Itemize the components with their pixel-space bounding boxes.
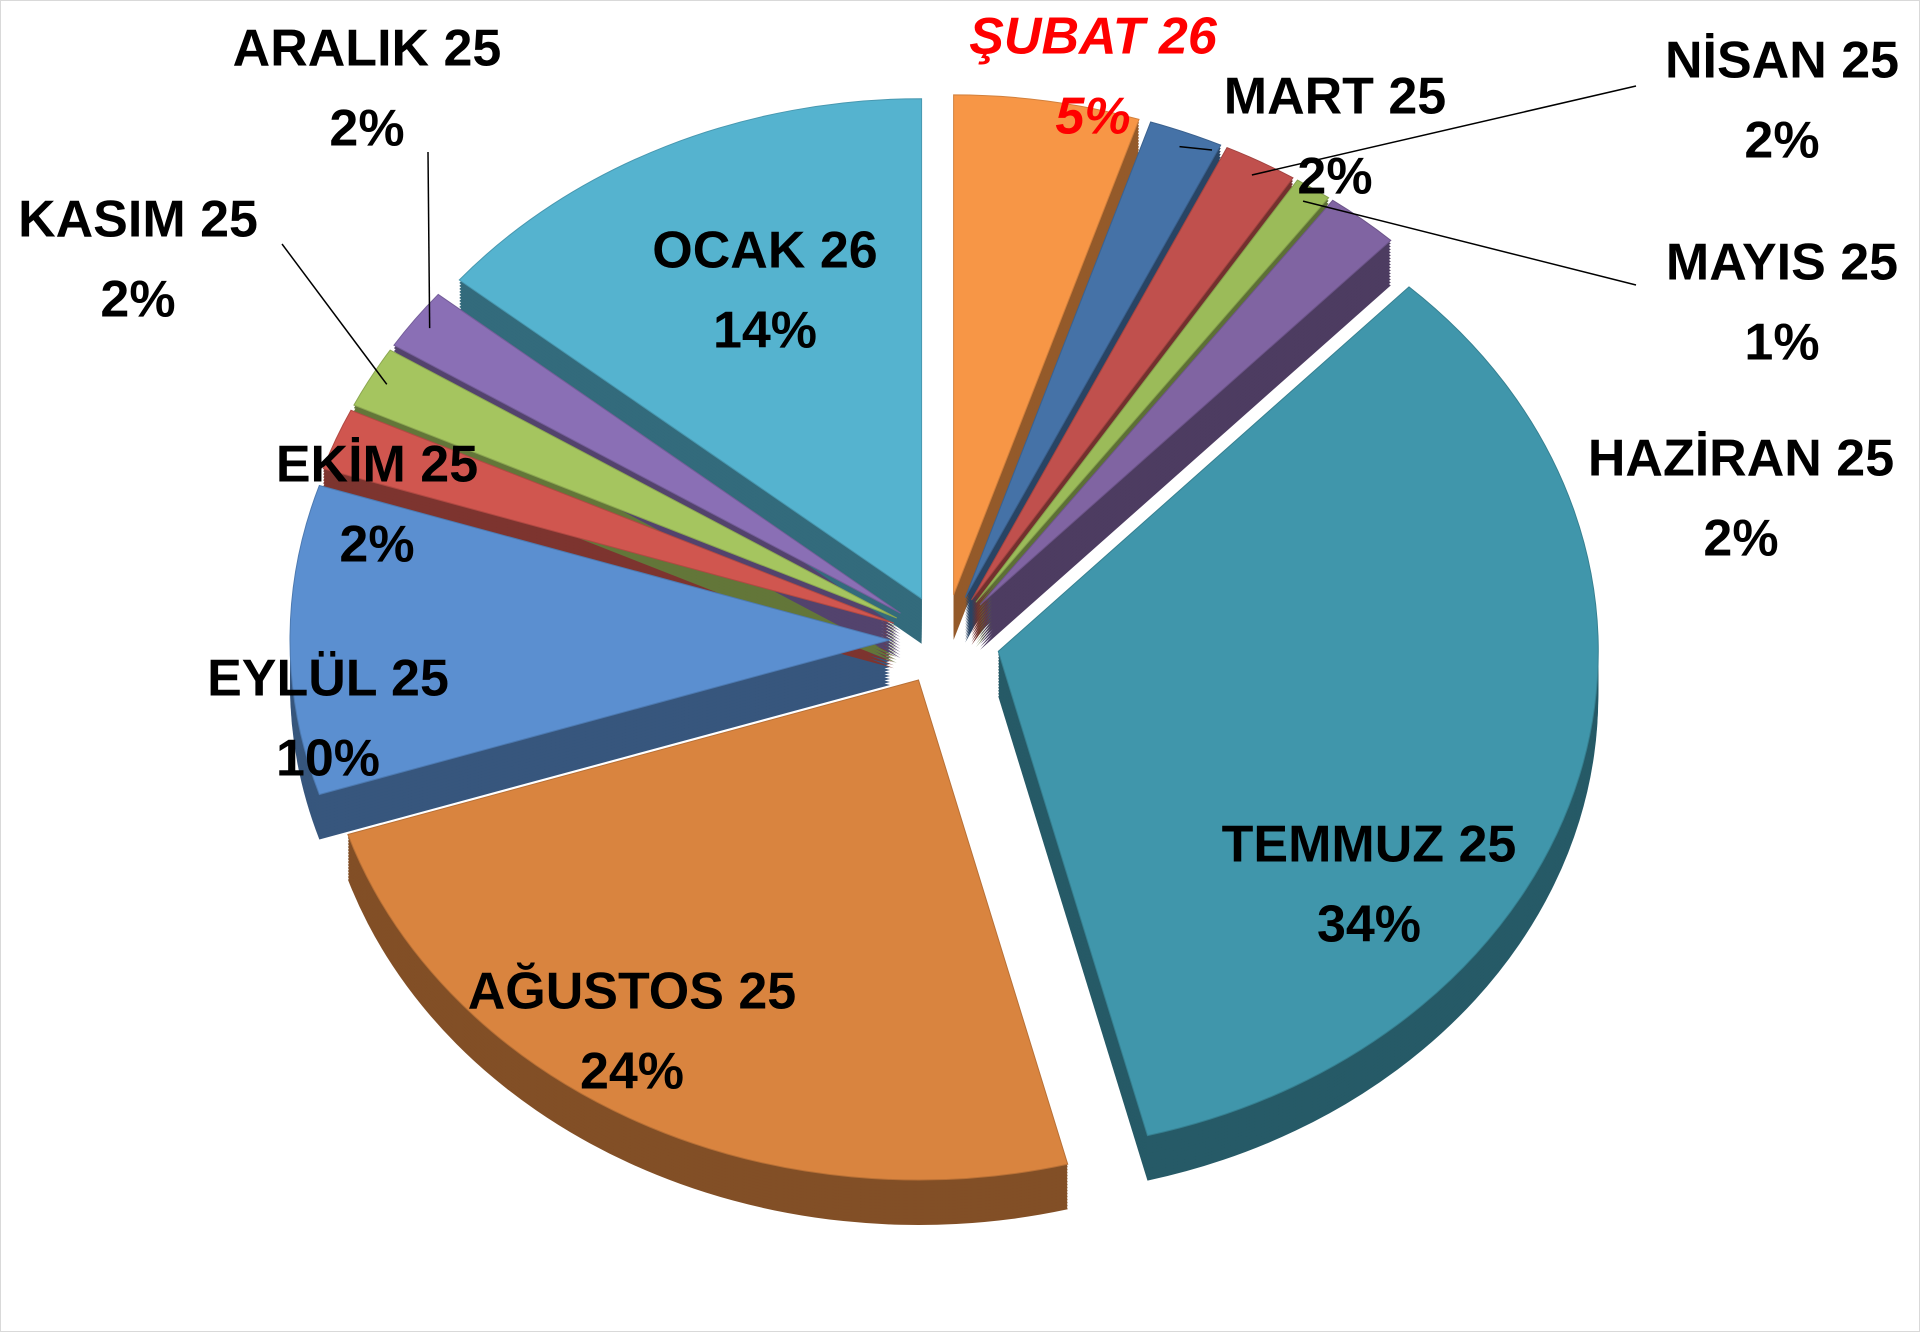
slice [979, 199, 1392, 606]
slice [953, 94, 1140, 596]
slice [971, 146, 1294, 601]
slice [458, 98, 923, 600]
slice [964, 121, 1222, 598]
value-label: 1% [1744, 314, 1819, 372]
category-label: HAZİRAN 25 [1588, 430, 1894, 488]
slice [322, 409, 895, 624]
leader-line [427, 151, 431, 329]
slice-tops [289, 94, 1599, 1181]
value-label: 2% [339, 516, 414, 574]
slice [347, 679, 1069, 1181]
category-label: ARALIK 25 [233, 20, 502, 78]
category-label: NİSAN 25 [1665, 32, 1899, 90]
category-label: EKİM 25 [276, 436, 478, 494]
value-label: 10% [276, 730, 380, 788]
category-label: MAYIS 25 [1666, 234, 1898, 292]
leader-line [281, 243, 388, 385]
value-label: 14% [713, 302, 817, 360]
value-label: 2% [100, 271, 175, 329]
leader-line [1302, 200, 1637, 286]
value-label: 5% [1055, 88, 1130, 146]
leader-line [1179, 145, 1213, 151]
category-label: AĞUSTOS 25 [468, 963, 796, 1021]
value-label: 34% [1317, 896, 1421, 954]
category-label: MART 25 [1224, 68, 1446, 126]
slice [353, 349, 898, 619]
labels: ŞUBAT 26 5% MART 25 2% NİSAN 25 2% MAYIS 25 1% H… [18, 8, 1899, 1101]
slice [393, 293, 901, 614]
value-label: 2% [1703, 510, 1778, 568]
slice [997, 286, 1599, 1137]
category-label: ŞUBAT 26 [969, 8, 1218, 66]
category-label: TEMMUZ 25 [1222, 816, 1517, 874]
value-label: 2% [1297, 148, 1372, 206]
category-label: OCAK 26 [652, 222, 877, 280]
leader-line [1251, 85, 1637, 176]
value-label: 2% [1744, 112, 1819, 170]
slice [289, 484, 892, 796]
slice [975, 179, 1330, 603]
value-label: 24% [580, 1043, 684, 1101]
category-label: EYLÜL 25 [207, 650, 449, 708]
value-label: 2% [329, 100, 404, 158]
category-label: KASIM 25 [18, 191, 258, 249]
